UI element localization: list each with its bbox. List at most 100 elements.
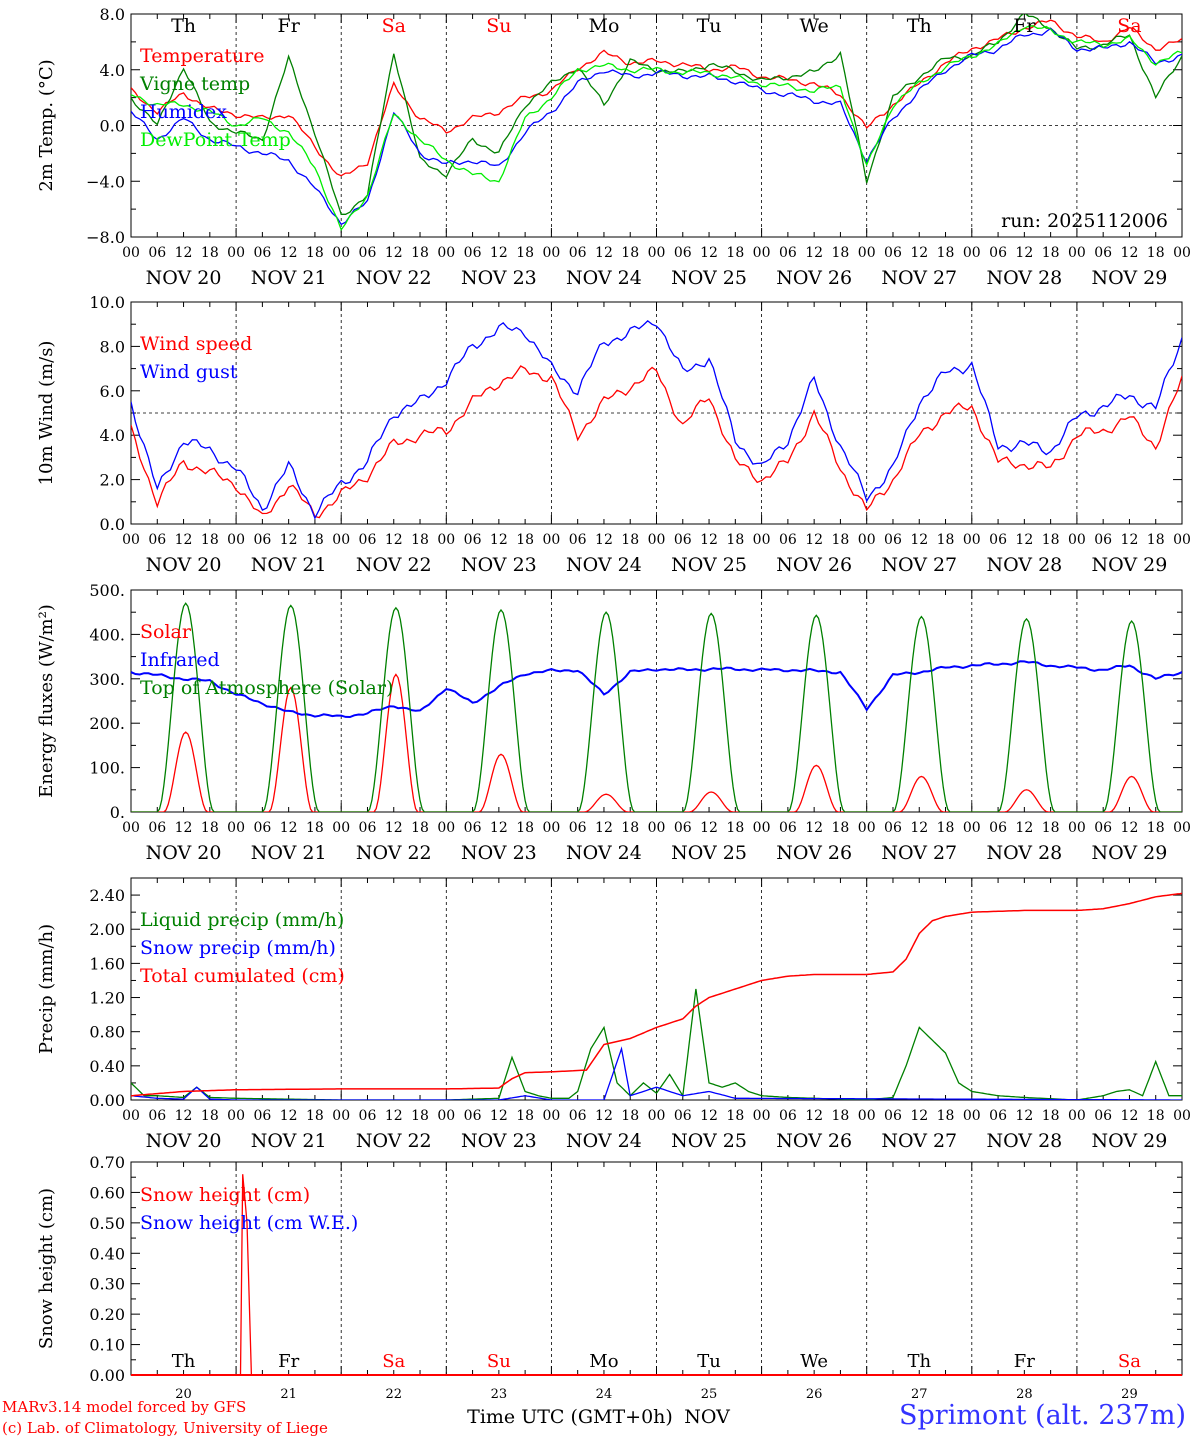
hour-tick-label: 06 [464,532,482,548]
hour-tick-label: 06 [359,532,377,548]
hour-tick-label: 06 [989,245,1007,261]
legend-entry: Snow height (cm) [140,1184,310,1206]
date-label: NOV 26 [776,1130,852,1152]
hour-tick-label: 18 [516,820,534,836]
y-axis-label: Snow height (cm) [36,1188,57,1349]
hour-tick-label: 12 [490,245,508,261]
y-tick-label: 0.40 [89,1244,125,1263]
legend-entry: DewPoint Temp [140,129,291,151]
hour-tick-label: 12 [805,820,823,836]
hour-tick-label: 18 [201,532,219,548]
hour-tick-label: 00 [542,245,560,261]
hour-tick-label: 12 [385,532,403,548]
y-tick-label: 200. [89,714,125,733]
hour-tick-label: 12 [910,820,928,836]
hour-tick-label: 06 [569,245,587,261]
lab-credit: (c) Lab. of Climatology, University of L… [2,1419,328,1437]
hour-tick-label: 06 [569,1108,587,1124]
hour-tick-label: 00 [437,532,455,548]
day-name: We [800,15,829,37]
day-number: 29 [1121,1387,1138,1402]
date-label: NOV 26 [776,842,852,864]
legend-entry: Total cumulated (cm) [140,965,345,987]
date-label: NOV 29 [1092,842,1168,864]
hour-tick-label: 18 [411,532,429,548]
y-tick-label: 0.0 [100,515,125,534]
date-label: NOV 28 [986,842,1062,864]
series-line-snow-precip-mm-h [131,1046,1182,1100]
hour-tick-label: 00 [542,820,560,836]
hour-tick-label: 18 [937,1108,955,1124]
panel-4: 0.00 0.40 0.80 1.20 1.60 2.00 2.40 Precip (mm/h… [36,877,1191,1152]
hour-tick-label: 12 [280,1108,298,1124]
hour-tick-label: 12 [1121,1108,1139,1124]
y-tick-label: 300. [89,670,125,689]
hour-tick-label: 00 [1068,1108,1086,1124]
hour-tick-label: 18 [411,1108,429,1124]
hour-tick-label: 12 [700,532,718,548]
day-name: Sa [382,15,406,37]
y-tick-label: 8.0 [100,5,125,24]
date-label: NOV 20 [146,1130,222,1152]
hour-tick-label: 12 [1015,532,1033,548]
hour-tick-label: 18 [832,1108,850,1124]
hour-tick-label: 12 [910,532,928,548]
legend-entry: Infrared [140,649,220,671]
date-label: NOV 28 [986,267,1062,289]
y-tick-label: 2.40 [89,886,125,905]
hour-tick-label: 12 [805,532,823,548]
hour-tick-label: 18 [726,245,744,261]
hour-tick-label: 00 [122,532,140,548]
hour-tick-label: 18 [306,532,324,548]
y-tick-label: 0.00 [89,1091,125,1110]
y-tick-label: 0.70 [89,1153,125,1172]
hour-tick-label: 00 [122,820,140,836]
hour-tick-label: 06 [674,1108,692,1124]
date-label: NOV 22 [356,842,432,864]
hour-tick-label: 18 [306,820,324,836]
date-label: NOV 26 [776,554,852,576]
day-number: 22 [385,1387,402,1402]
hour-tick-label: 18 [306,245,324,261]
legend-entry: Wind speed [140,333,252,355]
hour-tick-label: 18 [832,245,850,261]
hour-tick-label: 00 [1068,245,1086,261]
date-label: NOV 26 [776,267,852,289]
day-name: Sa [1117,15,1141,37]
hour-tick-label: 06 [359,820,377,836]
hour-tick-label: 06 [569,532,587,548]
series-line-total-cumulated-cm [131,892,1182,1097]
hour-tick-label: 12 [1015,820,1033,836]
hour-tick-label: 00 [648,1108,666,1124]
day-number: 28 [1016,1387,1033,1402]
hour-tick-label: 06 [884,532,902,548]
date-label: NOV 28 [986,554,1062,576]
hour-tick-label: 18 [411,820,429,836]
hour-tick-label: 18 [1042,245,1060,261]
day-name: Tu [697,15,722,37]
hour-tick-label: 00 [858,1108,876,1124]
hour-tick-label: 18 [937,245,955,261]
y-axis-label: Precip (mm/h) [36,924,57,1054]
hour-tick-label: 06 [1094,245,1112,261]
date-label: NOV 22 [356,554,432,576]
hour-tick-label: 06 [674,820,692,836]
hour-tick-label: 00 [753,245,771,261]
hour-tick-label: 06 [884,820,902,836]
date-label: NOV 23 [461,1130,537,1152]
date-label: NOV 27 [881,267,957,289]
day-name: Sa [1118,1351,1141,1372]
legend-entry: Liquid precip (mm/h) [140,909,344,931]
hour-tick-label: 12 [700,245,718,261]
hour-tick-label: 06 [674,245,692,261]
hour-tick-label: 00 [227,532,245,548]
panel-2: 0.0 2.0 4.0 6.0 8.0 10.0 10m Wind (m/s) 00 06 12 1… [36,293,1191,576]
hour-tick-label: 00 [437,245,455,261]
date-label: NOV 29 [1092,267,1168,289]
date-label: NOV 22 [356,1130,432,1152]
day-name: Tu [697,1351,721,1372]
hour-tick-label: 12 [175,532,193,548]
hour-tick-label: 06 [253,820,271,836]
hour-tick-label: 12 [1121,532,1139,548]
date-label: NOV 29 [1092,554,1168,576]
